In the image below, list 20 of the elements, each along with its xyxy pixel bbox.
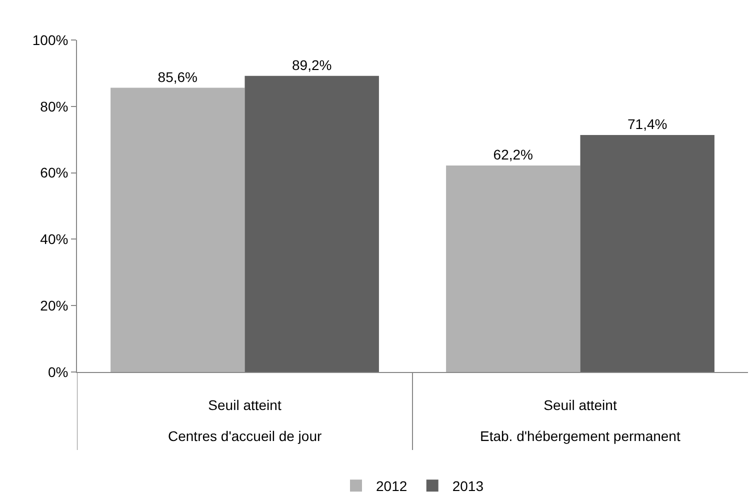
y-tick-label: 20% xyxy=(40,298,68,314)
data-label: 71,4% xyxy=(628,116,668,132)
bar xyxy=(244,76,379,372)
text: Etab. d'hébergement permanent xyxy=(480,428,680,444)
y-tick-label: 0% xyxy=(48,364,68,380)
data-label: 85,6% xyxy=(158,68,198,85)
bar xyxy=(446,166,580,372)
bar xyxy=(110,88,245,372)
y-tick-label: 60% xyxy=(40,164,68,181)
y-tick-label: 80% xyxy=(40,98,68,114)
text: Centres d'accueil de jour xyxy=(168,428,322,444)
legend-label: 2013 xyxy=(452,478,484,494)
bar xyxy=(580,134,714,372)
x-tick-label: Seuil atteint xyxy=(544,396,617,413)
data-label: 62,2% xyxy=(493,146,533,162)
data-label: 89,2% xyxy=(292,56,332,73)
legend-label: 2012 xyxy=(376,478,408,494)
y-tick-label: 40% xyxy=(40,231,68,248)
y-tick-label: 100% xyxy=(32,32,68,48)
x-tick-label: Seuil atteint xyxy=(208,396,282,413)
